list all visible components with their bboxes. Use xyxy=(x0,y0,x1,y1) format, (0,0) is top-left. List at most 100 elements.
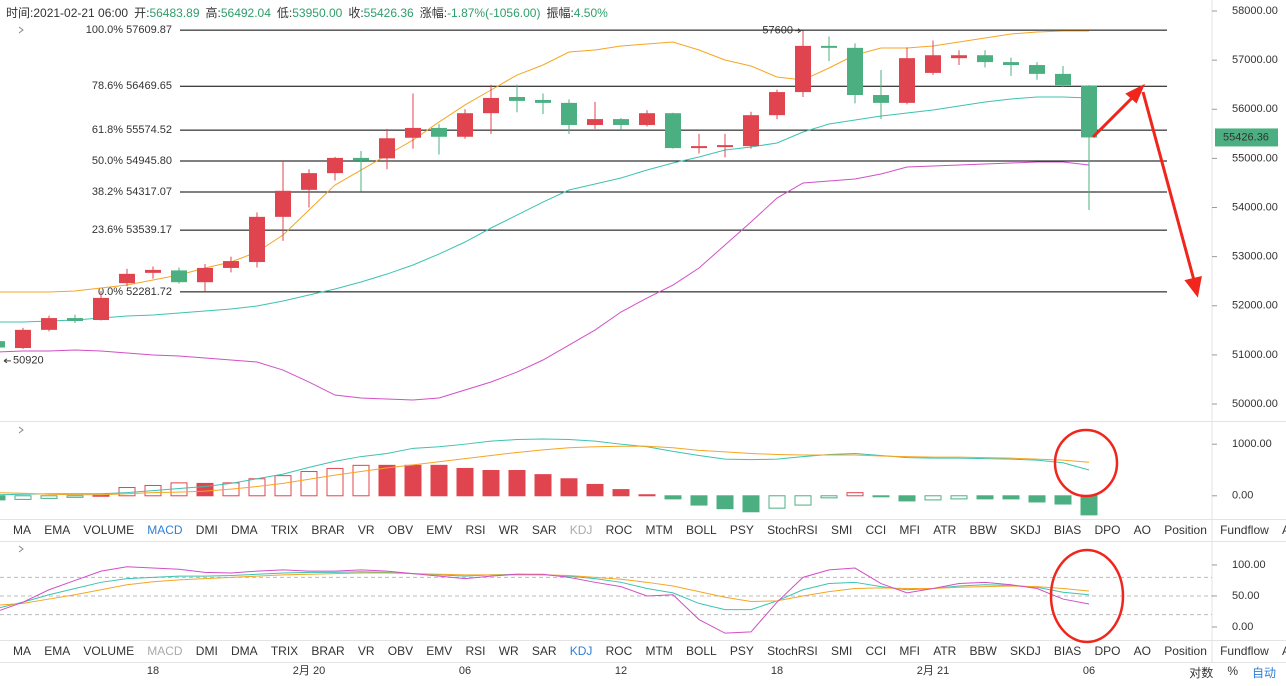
indicator-tab[interactable]: StochRSI xyxy=(767,644,818,658)
header-label: 时间: xyxy=(6,6,34,20)
indicator-tab[interactable]: OBV xyxy=(387,644,414,658)
indicator-tab[interactable]: AI-NetVOL xyxy=(1281,523,1286,537)
x-tick-label: 18 xyxy=(771,665,783,677)
indicator-tab[interactable]: PSY xyxy=(729,644,754,658)
indicator-tab[interactable]: VOLUME xyxy=(83,523,135,537)
indicator-tab[interactable]: SKDJ xyxy=(1010,644,1041,658)
indicator-tab[interactable]: MFI xyxy=(899,644,921,658)
indicator-tab[interactable]: PSY xyxy=(729,523,754,537)
indicator-tab[interactable]: AO xyxy=(1133,523,1152,537)
indicator-tab[interactable]: Fundflow xyxy=(1220,523,1269,537)
toolbar-button[interactable]: 自动 xyxy=(1251,666,1276,680)
macd-bar xyxy=(794,495,812,506)
candle-body xyxy=(717,145,733,148)
y-tick-label: 50.00 xyxy=(1232,590,1260,602)
toolbar-button[interactable]: 对数 xyxy=(1189,666,1214,680)
candle-body xyxy=(899,58,915,103)
indicator-line xyxy=(0,572,1090,606)
macd-bar xyxy=(976,495,994,500)
indicator-tab[interactable]: Position xyxy=(1164,644,1207,658)
indicator-tab[interactable]: RSI xyxy=(465,523,486,537)
indicator-tab[interactable]: BIAS xyxy=(1053,523,1082,537)
indicator-tab[interactable]: Fundflow xyxy=(1220,644,1269,658)
indicator-tab[interactable]: WR xyxy=(498,523,519,537)
indicator-tab[interactable]: ATR xyxy=(933,644,957,658)
indicator-tab[interactable]: ROC xyxy=(605,644,633,658)
indicator-tab[interactable]: KDJ xyxy=(569,523,593,537)
macd-bar xyxy=(716,495,734,510)
indicator-tabs: MA EMA VOLUME MACD DMI DMA TRIX BRAR VR OBV EMV RSI… xyxy=(13,641,1286,662)
indicator-tab[interactable]: StochRSI xyxy=(767,523,818,537)
collapse-chevrons[interactable] xyxy=(18,26,24,553)
macd-bar xyxy=(456,467,474,497)
indicator-tab[interactable]: EMA xyxy=(44,523,71,537)
indicator-tab[interactable]: DMI xyxy=(195,644,218,658)
macd-bar xyxy=(14,495,32,500)
fib-level-label: 38.2% 54317.07 xyxy=(92,186,172,198)
indicator-tab[interactable]: MACD xyxy=(147,523,183,537)
indicator-tab[interactable]: SKDJ xyxy=(1010,523,1041,537)
indicator-tab[interactable]: TRIX xyxy=(270,644,299,658)
indicator-tab[interactable]: BBW xyxy=(969,523,997,537)
indicator-tab[interactable]: MFI xyxy=(899,523,921,537)
indicator-tab[interactable]: DPO xyxy=(1094,644,1121,658)
indicator-tab[interactable]: DPO xyxy=(1094,523,1121,537)
x-tick-label: 06 xyxy=(459,665,471,677)
indicator-tab[interactable]: OBV xyxy=(387,523,414,537)
indicator-tab[interactable]: SAR xyxy=(531,523,557,537)
indicator-tab[interactable]: CCI xyxy=(865,523,887,537)
indicator-tab[interactable]: MA xyxy=(13,523,31,537)
indicator-tab[interactable]: AO xyxy=(1133,644,1152,658)
indicator-tab[interactable]: MTM xyxy=(645,644,673,658)
indicator-tab[interactable]: KDJ xyxy=(569,644,593,658)
indicator-tab[interactable]: VOLUME xyxy=(83,644,135,658)
indicator-tab[interactable]: DMI xyxy=(195,523,218,537)
indicator-tab[interactable]: BOLL xyxy=(686,644,717,658)
indicator-tab[interactable]: BRAR xyxy=(311,523,345,537)
indicator-tab[interactable]: SMI xyxy=(830,523,853,537)
indicator-tab[interactable]: ROC xyxy=(605,523,633,537)
candle-body xyxy=(431,127,447,137)
indicator-tab[interactable]: EMV xyxy=(426,644,453,658)
y-tick-label: 50000.00 xyxy=(1232,398,1278,410)
indicator-tab[interactable]: RSI xyxy=(465,644,486,658)
indicator-tab[interactable]: MA xyxy=(13,644,31,658)
indicator-tab[interactable]: MACD xyxy=(147,644,183,658)
header-item: 高:56492.04 xyxy=(206,6,271,20)
indicator-tab[interactable]: AI-NetVOL xyxy=(1281,644,1286,658)
indicator-tab[interactable]: VR xyxy=(357,523,375,537)
indicator-tab[interactable]: BBW xyxy=(969,644,997,658)
indicator-tab[interactable]: SMI xyxy=(830,644,853,658)
macd-bar xyxy=(430,464,448,497)
plot-area: 100.0% 57609.87 78.6% 56469.65 61.8% 55574… xyxy=(0,24,1212,634)
header-item: 开:56483.89 xyxy=(134,6,199,20)
indicator-tab[interactable]: WR xyxy=(498,644,519,658)
low-marker-arrow xyxy=(3,358,11,364)
indicator-tab[interactable]: BOLL xyxy=(686,523,717,537)
indicator-tab[interactable]: ATR xyxy=(933,523,957,537)
indicator-tab[interactable]: Position xyxy=(1164,523,1207,537)
indicator-tab[interactable]: TRIX xyxy=(270,523,299,537)
indicator-tab[interactable]: SAR xyxy=(531,644,557,658)
toolbar-button[interactable]: % xyxy=(1227,664,1238,678)
indicator-tab[interactable]: MTM xyxy=(645,523,673,537)
indicator-tab[interactable]: BIAS xyxy=(1053,644,1082,658)
indicator-tab[interactable]: EMV xyxy=(426,523,453,537)
header-item: 时间:2021-02-21 06:00 xyxy=(6,6,128,20)
macd-bar xyxy=(1080,495,1098,516)
header-value: 56483.89 xyxy=(149,6,200,20)
indicator-tab[interactable]: EMA xyxy=(44,644,71,658)
indicator-tab[interactable]: VR xyxy=(357,644,375,658)
indicator-tab[interactable]: BRAR xyxy=(311,644,345,658)
header-value: 56492.04 xyxy=(220,6,271,20)
high-marker-arrow xyxy=(795,28,802,34)
candle-body xyxy=(145,269,161,273)
indicator-tab[interactable]: DMA xyxy=(230,523,258,537)
y-tick-label: 58000.00 xyxy=(1232,5,1278,17)
macd-bar xyxy=(196,482,214,497)
indicator-tab[interactable]: DMA xyxy=(230,644,258,658)
indicator-tab[interactable]: CCI xyxy=(865,644,887,658)
y-tick-label: 53000.00 xyxy=(1232,251,1278,263)
